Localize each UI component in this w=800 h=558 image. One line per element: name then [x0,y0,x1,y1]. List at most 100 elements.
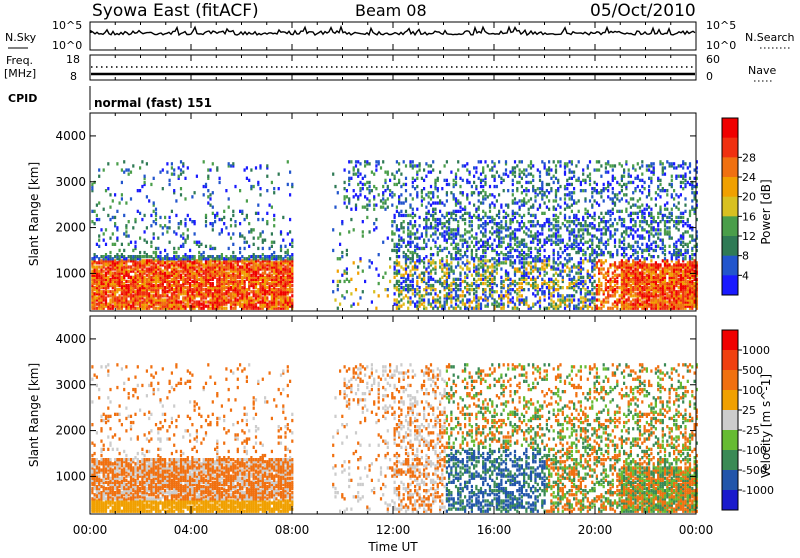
heatmap-cell [480,245,482,248]
heatmap-cell [162,270,164,273]
heatmap-cell [137,274,139,277]
heatmap-cell [650,220,652,223]
heatmap-cell [532,265,534,268]
heatmap-cell [484,220,486,223]
heatmap-cell [221,228,223,231]
heatmap-cell [605,272,607,275]
heatmap-cell [480,296,482,299]
heatmap-cell [484,282,486,285]
heatmap-cell [198,282,200,285]
heatmap-cell [616,280,618,283]
heatmap-cell [350,278,352,281]
heatmap-cell [500,251,502,254]
heatmap-cell [664,245,666,248]
heatmap-cell [494,290,496,293]
heatmap-cell [503,257,505,260]
heatmap-cell [507,251,509,254]
heatmap-cell [198,245,200,248]
heatmap-cell [223,307,225,310]
heatmap-cell [337,257,339,260]
heatmap-cell [530,234,532,237]
heatmap-cell [248,230,250,233]
heatmap-cell [416,253,418,256]
heatmap-cell [464,251,466,254]
heatmap-cell [180,257,182,260]
heatmap-cell [403,296,405,299]
heatmap-cell [153,284,155,287]
heatmap-cell [173,255,175,258]
heatmap-cell [150,224,152,227]
heatmap-cell [178,247,180,250]
heatmap-cell [500,294,502,297]
heatmap-cell [582,249,584,252]
heatmap-cell [541,278,543,281]
heatmap-cell [546,257,548,260]
heatmap-cell [350,305,352,308]
heatmap-cell [525,267,527,270]
heatmap-cell [621,253,623,256]
heatmap-cell [557,263,559,266]
heatmap-cell [405,284,407,287]
heatmap-cell [555,303,557,306]
heatmap-cell [212,247,214,250]
heatmap-cell [228,232,230,235]
heatmap-cell [291,245,293,248]
heatmap-cell [623,224,625,227]
heatmap-cell [464,232,466,235]
heatmap-cell [453,270,455,273]
heatmap-cell [505,294,507,297]
heatmap-cell [132,276,134,279]
heatmap-cell [182,305,184,308]
heatmap-cell [553,305,555,308]
heatmap-cell [266,220,268,223]
heatmap-cell [519,282,521,285]
heatmap-cell [416,288,418,291]
heatmap-cell [630,232,632,235]
heatmap-cell [184,278,186,281]
heatmap-cell [530,284,532,287]
heatmap-cell [694,253,696,256]
heatmap-cell [514,232,516,235]
heatmap-cell [603,243,605,246]
heatmap-cell [641,226,643,229]
heatmap-cell [137,261,139,264]
heatmap-cell [653,276,655,279]
heatmap-cell [632,249,634,252]
heatmap-cell [591,222,593,225]
heatmap-cell [389,257,391,260]
heatmap-cell [646,257,648,260]
heatmap-cell [641,220,643,223]
heatmap-cell [528,220,530,223]
heatmap-cell [557,220,559,223]
heatmap-cell [173,251,175,254]
heatmap-cell [507,226,509,229]
heatmap-cell [396,259,398,262]
heatmap-cell [625,226,627,229]
heatmap-cell [409,288,411,291]
heatmap-cell [423,298,425,301]
heatmap-cell [546,263,548,266]
heatmap-cell [403,286,405,289]
heatmap-cell [657,263,659,266]
heatmap-cell [412,278,414,281]
heatmap-cell [578,286,580,289]
heatmap-cell [557,267,559,270]
heatmap-cell [675,261,677,264]
heatmap-cell [559,239,561,242]
heatmap-cell [582,276,584,279]
heatmap-cell [100,290,102,293]
heatmap-cell [514,280,516,283]
heatmap-cell [569,278,571,281]
heatmap-cell [257,263,259,266]
heatmap-cell [637,241,639,244]
heatmap-cell [607,226,609,229]
heatmap-cell [509,288,511,291]
heatmap-cell [269,282,271,285]
heatmap-cell [544,280,546,283]
heatmap-cell [591,234,593,237]
heatmap-cell [278,261,280,264]
heatmap-cell [432,307,434,310]
heatmap-cell [121,259,123,262]
heatmap-cell [412,265,414,268]
heatmap-cell [559,247,561,250]
